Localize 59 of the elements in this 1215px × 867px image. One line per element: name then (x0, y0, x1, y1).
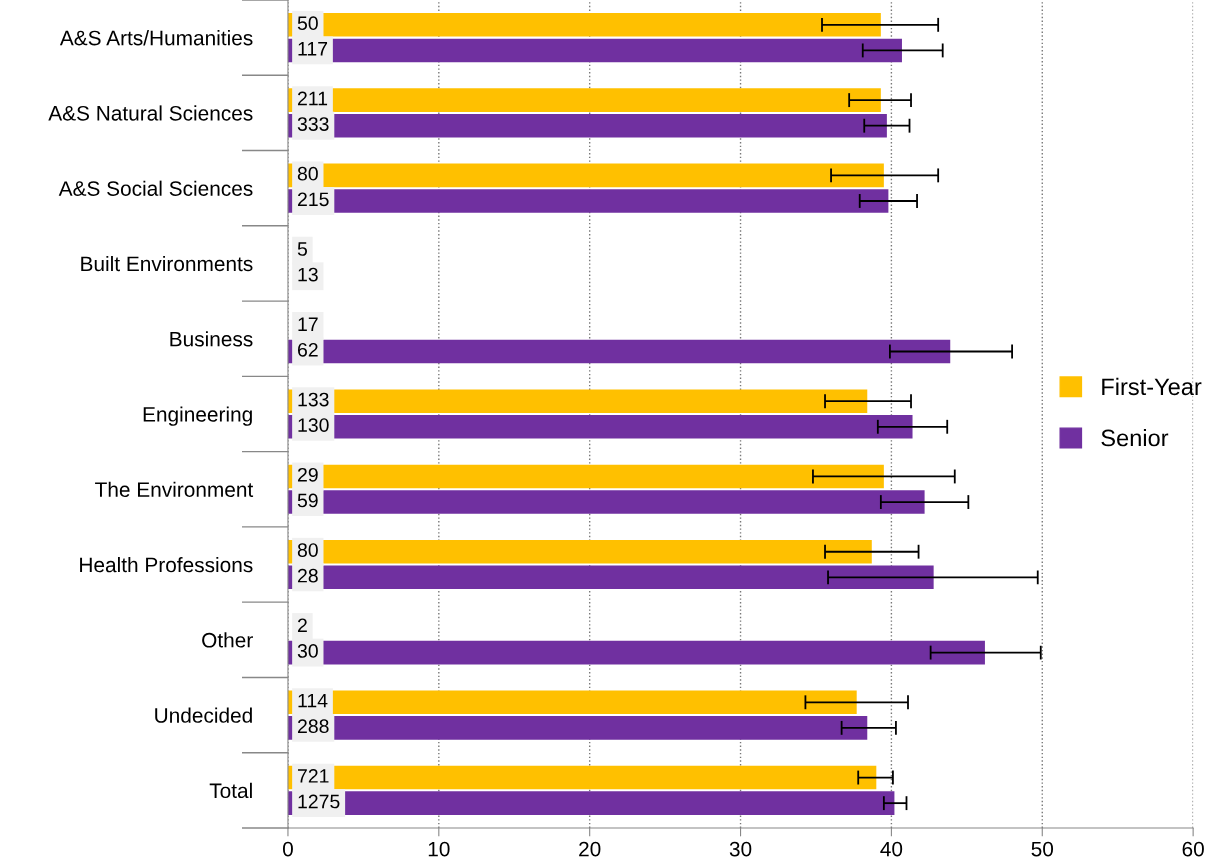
bar (287, 189, 889, 213)
bar (287, 490, 925, 514)
bar (287, 791, 895, 815)
annotation: 29 (297, 467, 318, 482)
y-tick-label: The Environment (95, 481, 254, 498)
annotation: 80 (297, 166, 318, 181)
annotation: 130 (298, 418, 329, 433)
x-tick-label: 10 (428, 841, 450, 857)
x-tick-label: 20 (579, 841, 601, 857)
annotation: 114 (298, 693, 328, 708)
y-tick-label: A&S Arts/Humanities (59, 30, 253, 46)
y-tick-label: Engineering (143, 406, 252, 426)
annotation: 50 (297, 16, 318, 31)
annotation: 117 (298, 42, 328, 56)
bar (287, 113, 887, 138)
x-tick-label: 60 (1182, 841, 1204, 857)
annotation: 333 (297, 117, 329, 131)
bar (287, 565, 934, 590)
annotation: 133 (298, 392, 329, 407)
bar (287, 38, 902, 63)
annotation: 13 (298, 267, 318, 282)
x-tick-label: 40 (880, 841, 903, 857)
bar (287, 339, 951, 364)
bar (287, 88, 881, 112)
annotation: 211 (297, 91, 328, 106)
y-tick-label: Total (209, 782, 252, 799)
bar (287, 640, 985, 665)
bar (287, 13, 881, 37)
x-tick-label: 50 (1031, 841, 1054, 857)
bar (287, 716, 868, 740)
annotation: 30 (297, 644, 318, 658)
annotation: 28 (297, 568, 318, 583)
y-tick-label: Business (170, 331, 253, 347)
bar (287, 464, 884, 489)
annotation: 5 (297, 242, 308, 256)
y-tick-label: Built Environments (81, 255, 253, 272)
y-tick-label: A&S Social Sciences (58, 180, 253, 196)
annotation: 288 (297, 719, 329, 734)
bar (287, 690, 857, 715)
bar (287, 765, 877, 790)
annotation: 62 (297, 342, 318, 357)
x-tick-label: 30 (729, 841, 752, 857)
y-tick-label: Other (202, 632, 253, 648)
annotation: 59 (297, 493, 318, 508)
annotation: 721 (298, 769, 329, 783)
y-tick-label: Undecided (155, 707, 252, 723)
annotation: 80 (297, 543, 318, 557)
legend-label: First-Year (1102, 377, 1202, 396)
y-tick-label: Health Professions (80, 556, 253, 573)
bar (287, 163, 884, 188)
bar (287, 389, 868, 413)
x-tick-label: 0 (282, 841, 293, 857)
annotation: 2 (297, 618, 307, 633)
annotation: 215 (297, 192, 329, 207)
legend-label: Senior (1101, 428, 1169, 447)
bar (287, 539, 872, 564)
annotation: 17 (298, 317, 318, 331)
annotation: 1275 (298, 794, 340, 809)
y-tick-label: A&S Natural Sciences (48, 105, 253, 121)
